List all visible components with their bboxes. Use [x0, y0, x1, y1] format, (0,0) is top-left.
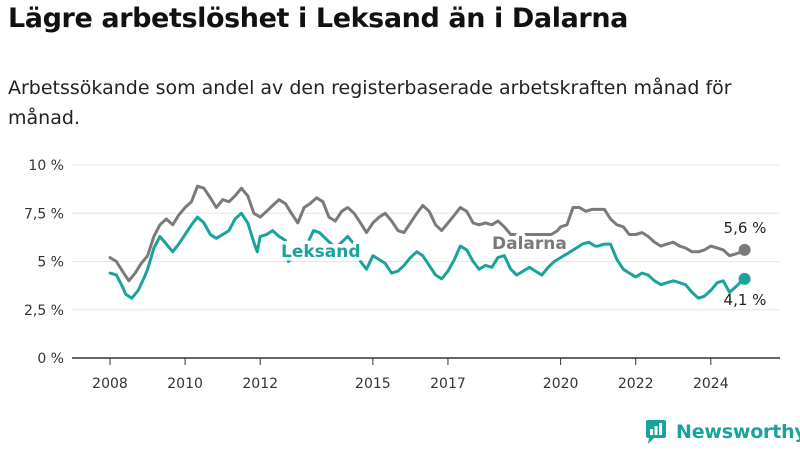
- y-tick-label: 0 %: [37, 351, 64, 367]
- chart-subtitle: Arbetssökande som andel av den registerb…: [8, 77, 732, 129]
- x-tick-label: 2022: [618, 376, 654, 392]
- newsworthy-logo-icon: [646, 420, 666, 444]
- chart-title: Lägre arbetslöshet i Leksand än i Dalarn…: [8, 3, 628, 34]
- x-tick-label: 2015: [355, 376, 391, 392]
- x-tick-label: 2008: [92, 376, 128, 392]
- end-point-leksand: [738, 272, 751, 285]
- x-tick-label: 2017: [430, 376, 466, 392]
- series-line-dalarna: [108, 184, 747, 283]
- newsworthy-brand: Newsworthy: [644, 419, 800, 445]
- x-tick-label: 2012: [242, 376, 278, 392]
- y-tick-label: 2,5 %: [24, 303, 64, 319]
- x-tick-label: 2010: [167, 376, 203, 392]
- series-line-leksand: [108, 211, 747, 300]
- series-label-dalarna: Dalarna: [492, 234, 567, 254]
- brand-name: Newsworthy: [676, 421, 800, 443]
- y-tick-label: 5 %: [37, 255, 64, 271]
- series-label-leksand: Leksand: [281, 242, 361, 262]
- y-tick-label: 7,5 %: [24, 206, 64, 222]
- x-tick-label: 2024: [693, 376, 729, 392]
- end-point-dalarna: [738, 243, 751, 256]
- end-label-leksand: 4,1 %: [724, 291, 767, 309]
- x-tick-label: 2020: [543, 376, 579, 392]
- end-label-dalarna: 5,6 %: [724, 219, 767, 237]
- y-tick-label: 10 %: [28, 158, 64, 174]
